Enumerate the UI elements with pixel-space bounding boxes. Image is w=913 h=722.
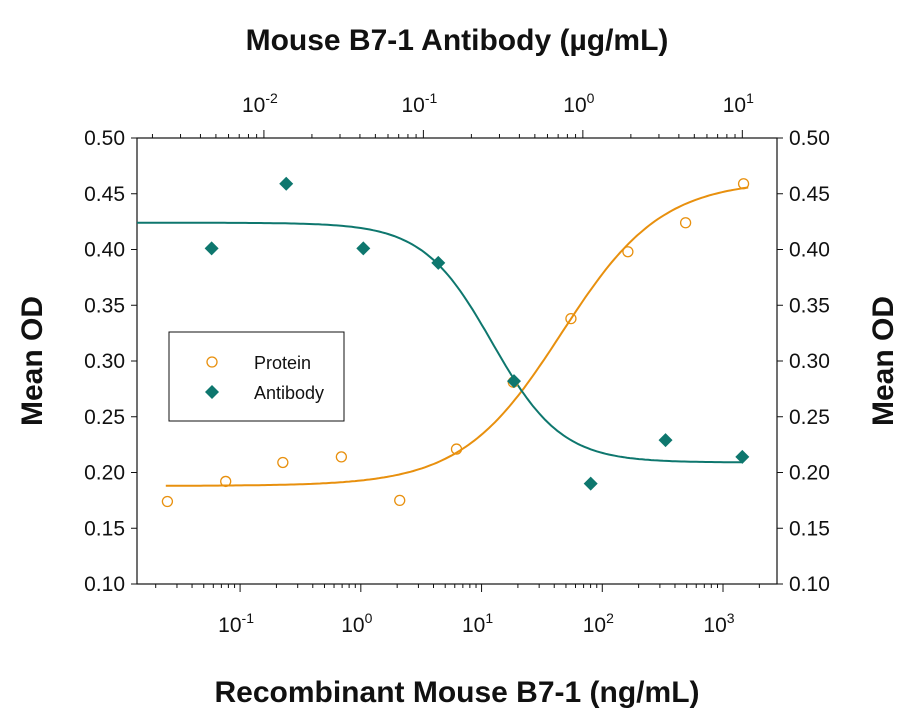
antibody-data-point (506, 374, 521, 389)
y-tick-label-right: 0.50 (789, 127, 830, 150)
x-top-tick-label: 100 (563, 90, 594, 117)
y-tick-label-right: 0.40 (789, 239, 830, 262)
protein-data-point (622, 246, 634, 258)
y-tick-label-right: 0.20 (789, 462, 830, 485)
y-tick-label-left: 0.25 (84, 406, 125, 429)
protein-data-point (277, 456, 289, 469)
x-bottom-tick-label: 102 (583, 610, 614, 637)
protein-data-point (679, 217, 692, 229)
protein-data-point (450, 443, 463, 455)
antibody-data-point (658, 433, 673, 448)
y-tick-label-right: 0.30 (789, 350, 830, 373)
legend-protein-marker (206, 356, 218, 368)
y-tick-label-right: 0.10 (789, 573, 830, 596)
y-tick-label-left: 0.50 (84, 127, 125, 150)
y-tick-label-right: 0.25 (789, 406, 830, 429)
antibody-data-point (356, 241, 371, 256)
y-tick-label-right: 0.45 (789, 183, 830, 206)
antibody-data-point (279, 176, 294, 191)
antibody-data-point (431, 255, 446, 270)
antibody-data-point (735, 449, 750, 464)
y-axis-label-left: Mean OD (16, 296, 49, 426)
x-bottom-tick-label: 10-1 (218, 610, 254, 637)
y-tick-label-left: 0.35 (84, 294, 125, 317)
x-axis-label: Recombinant Mouse B7-1 (ng/mL) (214, 676, 699, 709)
x-top-tick-label: 10-1 (401, 90, 437, 117)
y-tick-label-left: 0.20 (84, 462, 125, 485)
legend-antibody-label: Antibody (254, 383, 324, 403)
antibody-data-point (583, 476, 598, 491)
antibody-data-point (204, 241, 219, 256)
x-bottom-tick-label: 103 (703, 610, 734, 637)
y-tick-label-right: 0.35 (789, 294, 830, 317)
protein-data-point (335, 451, 348, 463)
x-bottom-tick-label: 101 (462, 610, 493, 637)
legend: Protein Antibody (168, 331, 345, 422)
protein-fit-curve (165, 186, 749, 487)
y-tick-label-left: 0.40 (84, 239, 125, 262)
y-tick-label-left: 0.45 (84, 183, 125, 206)
legend-protein-label: Protein (254, 353, 311, 373)
legend-box (168, 331, 345, 422)
y-tick-label-left: 0.30 (84, 350, 125, 373)
protein-data-point (737, 178, 750, 190)
y-tick-label-left: 0.10 (84, 573, 125, 596)
y-tick-label-left: 0.15 (84, 517, 125, 540)
protein-data-point (220, 475, 232, 488)
legend-antibody-marker (205, 385, 219, 399)
protein-data-point (394, 494, 406, 507)
y-tick-label-right: 0.15 (789, 517, 830, 540)
protein-data-point (161, 495, 174, 508)
x-bottom-tick-label: 100 (341, 610, 372, 637)
x-top-tick-label: 10-2 (242, 90, 278, 117)
x-top-tick-label: 101 (723, 90, 754, 117)
y-axis-label-right: Mean OD (867, 296, 900, 426)
top-axis-title: Mouse B7-1 Antibody (µg/mL) (246, 24, 669, 57)
protein-data-point (565, 312, 577, 325)
